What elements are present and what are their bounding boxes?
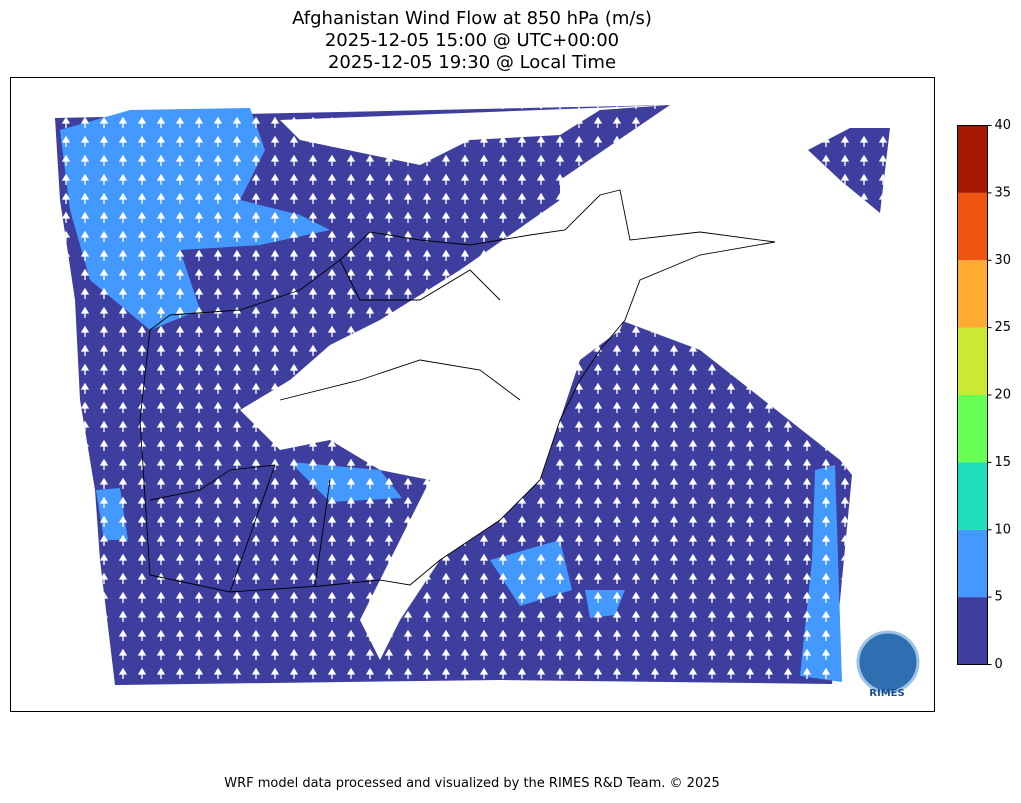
- colorbar-tick-label: 35: [995, 185, 1012, 200]
- borders: [139, 189, 776, 593]
- colorbar-segment: [957, 125, 988, 193]
- no-data-area: [280, 105, 670, 165]
- footer: WRF model data processed and visualized …: [224, 776, 720, 791]
- logo-text: RIMES: [869, 688, 904, 699]
- map: RIMES: [55, 105, 920, 699]
- colorbar-segment: [957, 260, 988, 328]
- colorbar-tick-label: 30: [995, 253, 1012, 268]
- logo-emblem: [856, 630, 920, 694]
- colorbar-segment: [957, 529, 988, 598]
- title-line: Afghanistan Wind Flow at 850 hPa (m/s): [292, 8, 652, 29]
- colorbar-tick-label: 15: [995, 455, 1012, 470]
- no-data-area: [240, 190, 770, 660]
- wind-arrows: [808, 128, 890, 213]
- colorbar-tick-label: 40: [995, 118, 1012, 133]
- colorbar-tick-label: 25: [995, 320, 1012, 335]
- colorbar-tick-label: 10: [995, 522, 1012, 537]
- colorbar-tick-label: 20: [995, 388, 1012, 403]
- colorbar-segment: [957, 462, 988, 530]
- title-line: 2025-12-05 15:00 @ UTC+00:00: [325, 30, 619, 51]
- colorbar-segment: [957, 395, 988, 463]
- colorbar: 0 5 10 15 20 25 30 35 40: [957, 118, 1012, 672]
- colorbar-segment: [957, 327, 988, 395]
- colorbar-frame: [957, 125, 988, 665]
- title-line: 2025-12-05 19:30 @ Local Time: [328, 52, 616, 73]
- colorbar-tick-label: 0: [995, 657, 1003, 672]
- colorbar-tick-label: 5: [995, 590, 1003, 605]
- colorbar-segment: [957, 597, 988, 665]
- colorbar-segment: [957, 192, 988, 261]
